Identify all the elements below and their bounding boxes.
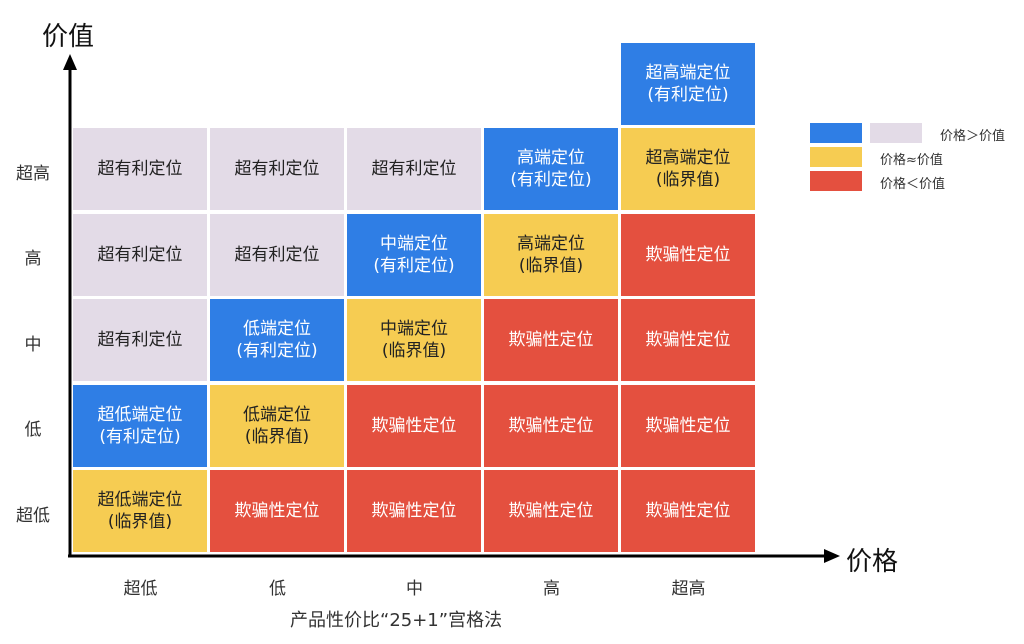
- grid-cell: 欺骗性定位: [620, 469, 756, 553]
- grid-cell: 欺骗性定位: [483, 383, 619, 468]
- grid-cell: 欺骗性定位: [346, 469, 482, 553]
- grid-cell-top: 超高端定位 (有利定位): [620, 41, 756, 126]
- grid-cell: 欺骗性定位: [483, 469, 619, 553]
- row-label: 高: [24, 249, 42, 270]
- grid-cell: 欺骗性定位: [620, 212, 756, 297]
- grid-cell: 超有利定位: [72, 298, 208, 382]
- x-axis-title: 价格: [846, 547, 899, 577]
- grid-cell: 超有利定位: [346, 127, 482, 211]
- grid-cell: 欺骗性定位: [483, 298, 619, 382]
- row-label: 低: [24, 420, 42, 441]
- row-label: 超高: [16, 163, 50, 184]
- grid-cell: 超有利定位: [72, 127, 208, 211]
- col-label: 超低: [123, 579, 158, 599]
- grid-cell: 欺骗性定位: [346, 383, 482, 468]
- legend-swatch: [870, 123, 922, 143]
- legend-swatch: [810, 123, 862, 143]
- y-axis-arrow: [63, 54, 77, 70]
- col-label: 高: [543, 579, 560, 599]
- grid-cell: 超有利定位: [209, 127, 345, 211]
- footer-caption: 产品性价比“25+1”宫格法: [290, 610, 503, 631]
- grid-cell: 高端定位 (临界值): [483, 212, 619, 297]
- grid-cell: 欺骗性定位: [620, 383, 756, 468]
- col-label: 超高: [671, 579, 706, 599]
- grid-cell: 高端定位 (有利定位): [483, 127, 619, 211]
- grid-cell: 欺骗性定位: [209, 469, 345, 553]
- legend-label: 价格≈价值: [880, 153, 943, 168]
- grid-cell: 低端定位 (有利定位): [209, 298, 345, 382]
- grid-cell: 超有利定位: [209, 212, 345, 297]
- legend-label: 价格＜价值: [880, 177, 946, 192]
- y-axis-title: 价值: [42, 22, 95, 52]
- grid-cell: 欺骗性定位: [620, 298, 756, 382]
- legend-label: 价格＞价值: [940, 129, 1006, 144]
- col-label: 低: [269, 579, 286, 599]
- x-axis-arrow: [824, 549, 840, 563]
- grid-cell: 中端定位 (有利定位): [346, 212, 482, 297]
- grid-cell: 超低端定位 (临界值): [72, 469, 208, 553]
- row-label: 中: [24, 334, 42, 355]
- grid-cell: 中端定位 (临界值): [346, 298, 482, 382]
- grid-cell: 低端定位 (临界值): [209, 383, 345, 468]
- grid-cell: 超有利定位: [72, 212, 208, 297]
- col-label: 中: [406, 579, 423, 599]
- grid-cell: 超高端定位 (临界值): [620, 127, 756, 211]
- grid-cell: 超低端定位 (有利定位): [72, 383, 208, 468]
- row-label: 超低: [16, 505, 50, 526]
- legend-swatch: [810, 147, 862, 167]
- legend-swatch: [810, 171, 862, 191]
